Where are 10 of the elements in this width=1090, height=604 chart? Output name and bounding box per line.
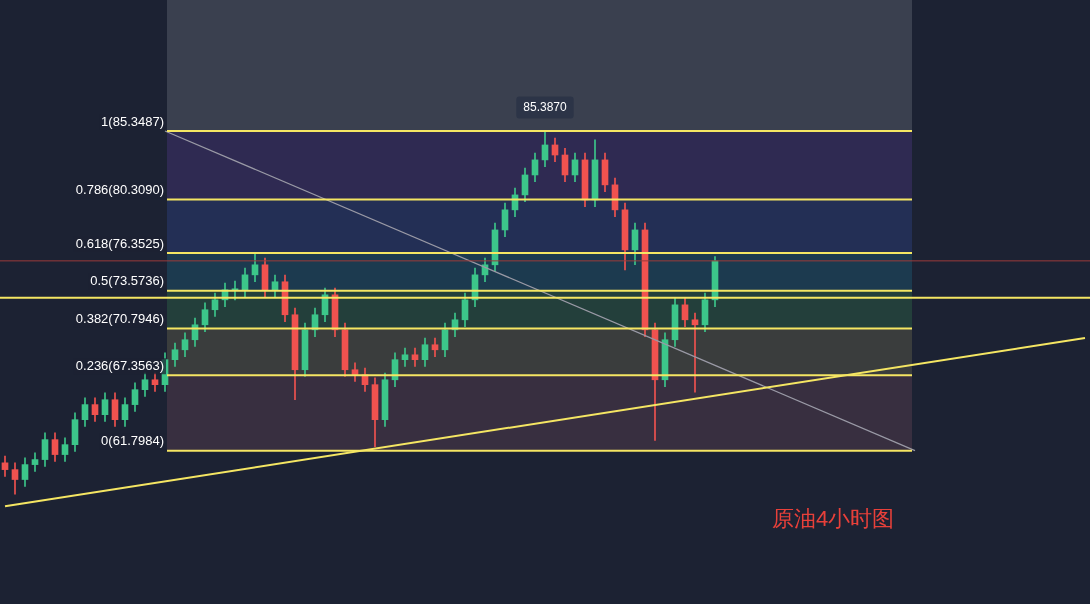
- annotation: 原油4小时图: [772, 506, 895, 532]
- ref-line-label: 0.236(67.3563): [75, 357, 164, 373]
- ref-line-label: 0.618(76.3525): [75, 235, 164, 251]
- candlestick: [691, 312, 699, 393]
- ref-line-label: 0.5(73.5736): [90, 273, 164, 289]
- ref-line-label: 1(85.3487): [101, 113, 164, 129]
- ref-line-label: 0(61.7984): [101, 433, 164, 449]
- annotation: 85.3870: [523, 99, 568, 114]
- ref-line-label: 0.786(80.3090): [75, 181, 164, 197]
- ref-line-label: 0.382(70.7946): [75, 311, 164, 327]
